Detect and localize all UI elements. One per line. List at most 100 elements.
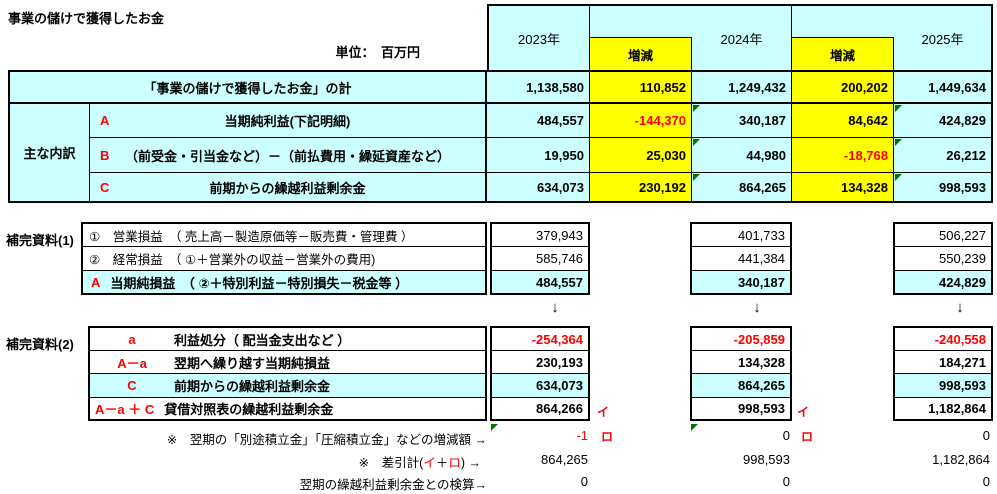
supp2-row4-label: 貸借対照表の繰越利益剰余金	[164, 402, 334, 417]
footer-check-2023-value: 0	[580, 474, 588, 489]
supp2-row4-2023-value: 864,266	[490, 397, 590, 421]
supp1-values-2025: 506,227 550,239 424,829	[893, 222, 993, 295]
row-b-2025-value: 26,212	[894, 137, 993, 172]
formula-indicator-icon	[691, 424, 698, 431]
total-row-label: 「事業の儲けで獲得したお金」の計	[8, 70, 487, 102]
header-year-2025: 2025年	[894, 4, 993, 70]
row-b-delta2-value: -18,768	[792, 137, 894, 172]
marker-i: イ	[597, 405, 610, 419]
footer-subtotal-ro: ロ	[448, 456, 461, 470]
supp1-row3-2023-value: 484,557	[490, 270, 590, 295]
header-year-2024: 2024年	[692, 4, 792, 70]
supp2-row1-key: a	[128, 331, 136, 347]
row-b-2023-value: 19,950	[487, 137, 590, 172]
supp1-row2-2025-value: 550,239	[893, 246, 993, 270]
down-arrow-icon: ↓	[956, 299, 964, 316]
formula-indicator-icon	[895, 139, 902, 146]
footer-reserve-label: ※ 翌期の「別途積立金」「圧縮積立金」などの増減額 →	[166, 433, 487, 447]
footer-check-label: 翌期の繰越利益剰余金との検算→	[299, 478, 487, 492]
supp1-row3-2025-value: 424,829	[893, 270, 993, 295]
formula-indicator-icon	[693, 174, 700, 181]
formula-indicator-icon	[895, 105, 902, 112]
row-c-2023-value: 634,073	[487, 172, 590, 203]
unit-label: 単位： 百万円	[335, 45, 420, 60]
total-2024-value: 1,249,432	[692, 70, 792, 102]
footer-check-2025-value: 0	[982, 474, 990, 489]
footer-subtotal-2025-value: 1,182,864	[932, 452, 990, 467]
row-a-2025-value: 424,829	[894, 102, 993, 137]
supp2-section-label: 補完資料(2)	[6, 337, 74, 352]
row-a-label: 当期純利益(下記明細)	[224, 114, 351, 129]
footer-check-2024-value: 0	[782, 474, 790, 489]
footer-subtotal-label: ※ 差引計(イ＋ロ) →	[87, 452, 481, 471]
supp2-row1-label: 利益処分（ 配当金支出など ）	[174, 332, 351, 348]
row-b-label-cell: B （前受金・引当金など）－（前払費用・繰延資産など）	[90, 137, 487, 172]
marker-ro: ロ	[601, 430, 614, 444]
supp1-row3-label-cell: A 当期純損益 （ ②＋特別利益－特別損失－税金等 ）	[81, 270, 487, 295]
footer-subtotal-label-pre: ※ 差引計(	[358, 456, 424, 470]
supp2-row2-label-cell: A－a 翌期へ繰り越す当期純損益	[88, 350, 487, 373]
footer-reserve-2025-value: 0	[982, 428, 990, 443]
supp1-section-label: 補完資料(1)	[6, 233, 74, 248]
row-b-2024-value: 44,980	[692, 137, 792, 172]
supp2-label-table: a 利益処分（ 配当金支出など ） A－a 翌期へ繰り越す当期純損益 C 前期か…	[88, 326, 487, 421]
footer-reserve-2023-value: -1	[576, 428, 588, 443]
row-a-delta2-value: 84,642	[792, 102, 894, 137]
row-a-2023-value: 484,557	[487, 102, 590, 137]
supp1-label-table: ① 営業損益 （ 売上高－製造原価等－販売費・管理費 ） ② 経常損益 （ ①＋…	[81, 222, 487, 295]
supp2-row3-label-cell: C 前期からの繰越利益剰余金	[88, 373, 487, 397]
marker-i: イ	[797, 405, 810, 419]
supp2-row3-2024-value: 864,265	[690, 373, 792, 397]
supp1-row1-2023-value: 379,943	[490, 222, 590, 246]
supp2-row1-2025-value: -240,558	[893, 326, 993, 350]
row-b-label: （前受金・引当金など）－（前払費用・繰延資産など）	[124, 148, 450, 164]
footer-subtotal-i: イ	[423, 456, 436, 470]
supp2-row2-2024-value: 134,328	[690, 350, 792, 373]
supp2-row2-2023-value: 230,193	[490, 350, 590, 373]
supp2-row3-2025-value: 998,593	[893, 373, 993, 397]
footer-reserve-2024-value: 0	[782, 428, 790, 443]
supp1-values-2024: 401,733 441,384 340,187	[690, 222, 792, 295]
supp2-row1-2024-value: -205,859	[690, 326, 792, 350]
group-label: 主な内訳	[8, 102, 90, 203]
row-a-2024-value: 340,187	[692, 102, 792, 137]
total-delta1-value: 110,852	[590, 70, 692, 102]
supp2-row4-label-cell: A－a ＋ C 貸借対照表の繰越利益剰余金	[88, 397, 487, 421]
header-delta-2023-2024: 増減	[590, 4, 692, 70]
formula-indicator-icon	[895, 174, 902, 181]
row-c-2024-value: 864,265	[692, 172, 792, 203]
supp1-values-2023: 379,943 585,746 484,557	[490, 222, 590, 295]
total-2025-value: 1,449,634	[894, 70, 993, 102]
page-title: 事業の儲けで獲得したお金	[8, 11, 165, 26]
row-a-label-cell: A 当期純利益(下記明細)	[90, 102, 487, 137]
row-c-delta1-value: 230,192	[590, 172, 692, 203]
row-c-key: C	[100, 179, 110, 195]
supp2-row1-label-cell: a 利益処分（ 配当金支出など ）	[88, 326, 487, 350]
down-arrow-icon: ↓	[753, 299, 761, 316]
total-2023-value: 1,138,580	[487, 70, 590, 102]
formula-indicator-icon	[491, 424, 498, 431]
supp1-row2-label-cell: ② 経常損益 （ ①＋営業外の収益－営業外の費用)	[81, 246, 487, 270]
total-delta2-value: 200,202	[792, 70, 894, 102]
row-c-2025-value: 998,593	[894, 172, 993, 203]
row-a-delta1-value: -144,370	[590, 102, 692, 137]
supp2-row2-key: A－a	[117, 355, 147, 371]
supp1-row1-label-cell: ① 営業損益 （ 売上高－製造原価等－販売費・管理費 ）	[81, 222, 487, 246]
row-a-key: A	[100, 113, 110, 128]
supp2-row2-2025-value: 184,271	[893, 350, 993, 373]
formula-indicator-icon	[693, 105, 700, 112]
supp1-row2-label: ② 経常損益 （ ①＋営業外の収益－営業外の費用)	[89, 253, 376, 267]
row-c-label-cell: C 前期からの繰越利益剰余金	[90, 172, 487, 203]
supp2-row1-2023-value: -254,364	[490, 326, 590, 350]
header-delta-label: 増減	[590, 37, 692, 70]
supp1-row3-key: A	[91, 274, 101, 290]
header-year-2023: 2023年	[487, 4, 590, 70]
supp1-row1-2025-value: 506,227	[893, 222, 993, 246]
supp2-row4-2024-value: 998,593	[690, 397, 792, 421]
supp2-row4-key: A－a ＋ C	[95, 402, 155, 417]
supp2-values-2024: -205,859 134,328 864,265 998,593	[690, 326, 792, 421]
supp2-values-2023: -254,364 230,193 634,073 864,266	[490, 326, 590, 421]
main-table: 2023年 増減 2024年 増減 2025年 「事業の儲けで獲得したお金」の計…	[8, 4, 993, 203]
formula-indicator-icon	[693, 139, 700, 146]
